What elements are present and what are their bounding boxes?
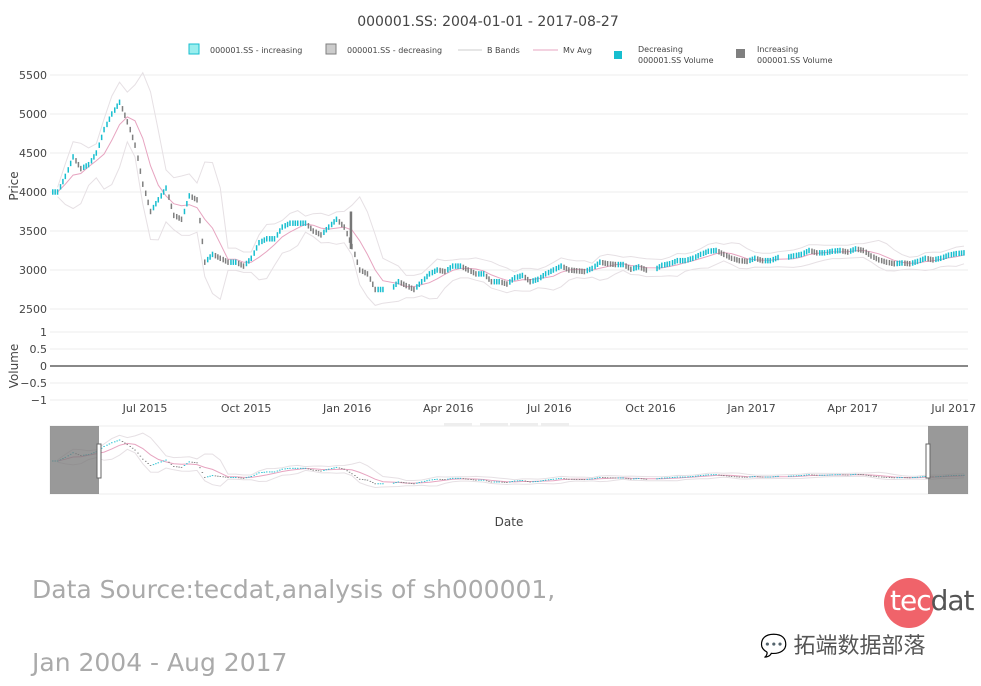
range-selector-button[interactable] [510, 423, 538, 426]
x-tick-label: Jul 2016 [526, 402, 572, 415]
y-axis-label: Price [7, 171, 21, 200]
legend-label: Decreasing [638, 45, 683, 54]
date-range-text: Jan 2004 - Aug 2017 [32, 648, 288, 677]
upper-band [57, 71, 965, 276]
legend-increasing-swatch [188, 43, 200, 55]
legend-label: 000001.SS Volume [638, 56, 714, 65]
legend-label: 000001.SS - decreasing [347, 46, 442, 55]
logo-part1: tec [890, 584, 932, 617]
logo-part2: dat [930, 584, 975, 617]
y-tick-label: 5500 [19, 69, 47, 82]
y-tick-label: 4500 [19, 147, 47, 160]
x-tick-label: Apr 2017 [827, 402, 878, 415]
legend[interactable]: 000001.SS - increasing 000001.SS - decrea… [188, 43, 833, 65]
x-tick-label: Apr 2016 [423, 402, 474, 415]
legend-decreasing-swatch [325, 43, 337, 55]
y-tick-label: 4000 [19, 186, 47, 199]
tecdat-logo [884, 578, 934, 628]
volume-tick-label: −1 [31, 394, 47, 407]
legend-label: B Bands [487, 46, 520, 55]
data-source-text: Data Source:tecdat,analysis of sh000001, [32, 575, 556, 604]
x-tick-label: Oct 2016 [625, 402, 676, 415]
y-tick-label: 2500 [19, 303, 47, 316]
range-selector-button[interactable] [444, 423, 472, 426]
wechat-account: 💬 拓端数据部落 [760, 628, 926, 660]
lower-band [57, 140, 965, 306]
x-tick-label: Jul 2017 [930, 402, 976, 415]
x-tick-label: Jul 2015 [122, 402, 168, 415]
wechat-name: 拓端数据部落 [793, 633, 926, 658]
range-selector-button[interactable] [480, 423, 508, 426]
legend-label: 000001.SS Volume [757, 56, 833, 65]
range-slider-right-handle[interactable] [925, 443, 931, 479]
chart-title: 000001.SS: 2004-01-01 - 2017-08-27 [357, 14, 619, 30]
mini-lower-band [57, 448, 965, 489]
volume-axis-label: Volume [7, 344, 21, 389]
legend-label: 000001.SS - increasing [210, 46, 302, 55]
legend-label: Increasing [757, 45, 798, 54]
y-tick-label: 3000 [19, 264, 47, 277]
volume-tick-label: 0 [40, 360, 47, 373]
x-axis-label: Date [495, 515, 524, 529]
range-slider-left-mask[interactable] [50, 426, 99, 494]
range-selector-button[interactable] [541, 423, 569, 426]
range-slider-right-mask[interactable] [928, 426, 968, 494]
mini-upper-band [57, 432, 965, 481]
volume-tick-label: −0.5 [20, 377, 47, 390]
range-slider-left-handle[interactable] [96, 443, 102, 479]
y-tick-label: 3500 [19, 225, 47, 238]
volume-tick-label: 0.5 [30, 343, 48, 356]
moving-average [57, 116, 965, 288]
legend-inc-volume-swatch [736, 49, 745, 58]
x-tick-label: Jan 2017 [726, 402, 775, 415]
logo-text: tecdat [890, 584, 975, 617]
y-tick-label: 5000 [19, 108, 47, 121]
volume-tick-label: 1 [40, 326, 47, 339]
legend-dec-volume-swatch [614, 51, 622, 59]
x-tick-label: Jan 2016 [322, 402, 371, 415]
x-tick-label: Oct 2015 [221, 402, 272, 415]
legend-label: Mv Avg [563, 46, 592, 55]
range-slider [49, 425, 969, 495]
wechat-icon: 💬 [760, 633, 788, 658]
